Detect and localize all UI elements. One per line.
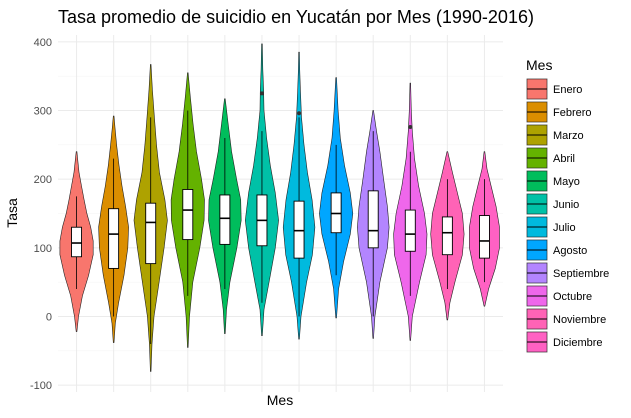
y-tick-label: 200 bbox=[34, 174, 52, 186]
legend-title: Mes bbox=[526, 57, 552, 73]
y-tick-label: 100 bbox=[34, 243, 52, 255]
legend-label: Noviembre bbox=[553, 314, 606, 326]
legend-label: Enero bbox=[553, 84, 582, 96]
box-iqr bbox=[479, 215, 490, 259]
legend-item-diciembre: Diciembre bbox=[526, 331, 603, 353]
violin-enero bbox=[59, 151, 94, 332]
violin-julio bbox=[282, 51, 316, 340]
legend-label: Octubre bbox=[553, 291, 592, 303]
box-iqr bbox=[182, 189, 194, 241]
legend-label: Julio bbox=[553, 222, 576, 234]
box-iqr bbox=[145, 202, 157, 265]
y-tick-label: -100 bbox=[30, 380, 52, 392]
chart-title: Tasa promedio de suicidio en Yucatán por… bbox=[58, 7, 534, 27]
plot-panel: -100 0 100 200 300 400 bbox=[30, 35, 503, 392]
violin-septiembre bbox=[357, 110, 390, 339]
legend-label: Abril bbox=[553, 153, 575, 165]
legend-item-noviembre: Noviembre bbox=[526, 308, 606, 330]
legend-item-mayo: Mayo bbox=[526, 170, 580, 192]
legend-label: Agosto bbox=[553, 245, 587, 257]
x-axis-title: Mes bbox=[267, 392, 293, 408]
violin-agosto bbox=[319, 77, 354, 319]
box-iqr bbox=[441, 216, 453, 256]
violin-octubre bbox=[393, 82, 428, 341]
violin-junio bbox=[244, 43, 279, 337]
legend-item-junio: Junio bbox=[526, 193, 579, 215]
violin-febrero bbox=[98, 115, 129, 343]
outlier-point bbox=[259, 91, 264, 96]
box-iqr bbox=[71, 226, 82, 258]
legend-label: Mayo bbox=[553, 176, 580, 188]
y-axis-title: Tasa bbox=[4, 198, 20, 228]
violin-marzo bbox=[133, 64, 168, 372]
legend-label: Febrero bbox=[553, 107, 592, 119]
violin-diciembre bbox=[469, 151, 500, 307]
legend-item-marzo: Marzo bbox=[526, 124, 584, 146]
legend: Mes Enero Febrero Marzo Abril Mayo Junio Julio… bbox=[526, 57, 609, 353]
legend-label: Junio bbox=[553, 199, 579, 211]
violin-mayo bbox=[208, 98, 242, 334]
legend-label: Diciembre bbox=[553, 337, 603, 349]
y-tick-label: 300 bbox=[34, 106, 52, 118]
box-iqr bbox=[108, 208, 120, 269]
legend-item-enero: Enero bbox=[526, 78, 582, 100]
legend-label: Septiembre bbox=[553, 268, 609, 280]
y-tick-label: 400 bbox=[34, 37, 52, 49]
legend-item-febrero: Febrero bbox=[526, 101, 592, 123]
legend-item-julio: Julio bbox=[526, 216, 576, 238]
y-tick-label: 0 bbox=[46, 311, 52, 323]
box-iqr bbox=[367, 190, 379, 249]
violin-noviembre bbox=[430, 151, 465, 321]
outlier-point bbox=[297, 111, 302, 116]
legend-item-abril: Abril bbox=[526, 147, 575, 169]
legend-item-octubre: Octubre bbox=[526, 285, 592, 307]
legend-label: Marzo bbox=[553, 130, 584, 142]
legend-item-septiembre: Septiembre bbox=[526, 262, 609, 284]
box-iqr bbox=[219, 194, 231, 245]
legend-item-agosto: Agosto bbox=[526, 239, 587, 261]
violin-abril bbox=[170, 72, 205, 348]
box-iqr bbox=[404, 209, 416, 252]
outlier-point bbox=[408, 124, 413, 129]
box-iqr bbox=[293, 200, 305, 259]
